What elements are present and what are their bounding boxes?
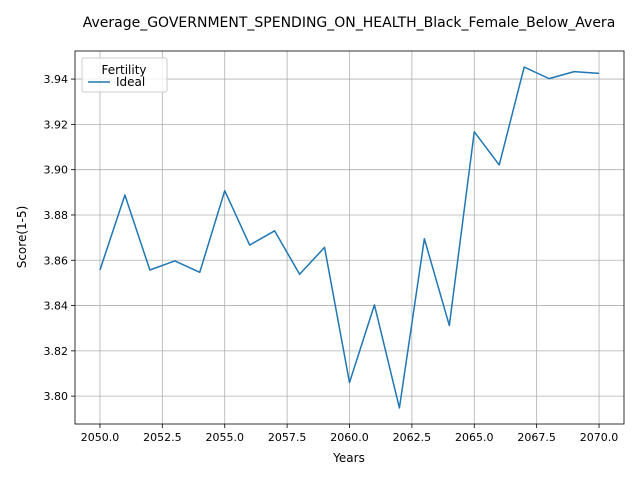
legend-box [81, 57, 168, 93]
grid [75, 51, 624, 424]
x-tick-label: 2057.5 [268, 431, 307, 444]
x-tick-label: 2060.0 [330, 431, 369, 444]
y-axis: 3.80 3.82 3.84 3.86 3.88 3.90 3.92 3.94 [44, 73, 75, 403]
legend-label: Ideal [116, 75, 145, 89]
legend-title: Fertility [101, 63, 146, 77]
y-tick-label: 3.84 [44, 300, 69, 313]
y-tick-label: 3.86 [44, 254, 69, 267]
x-tick-label: 2067.5 [517, 431, 556, 444]
x-tick-label: 2070.0 [580, 431, 619, 444]
y-tick-label: 3.94 [44, 73, 69, 86]
legend: Fertility Ideal [81, 57, 168, 93]
x-axis-label: Years [332, 451, 365, 465]
y-tick-label: 3.82 [44, 345, 69, 358]
x-axis: 2050.0 2052.5 2055.0 2057.5 2060.0 2062.5 2065… [81, 424, 619, 444]
chart-title: Average_GOVERNMENT_SPENDING_ON_HEALTH_Bl… [83, 15, 616, 31]
x-tick-label: 2050.0 [81, 431, 120, 444]
x-tick-label: 2055.0 [205, 431, 244, 444]
x-tick-label: 2052.5 [143, 431, 182, 444]
y-axis-label: Score(1-5) [15, 206, 29, 269]
y-tick-label: 3.80 [44, 390, 69, 403]
y-tick-label: 3.92 [44, 118, 69, 131]
y-tick-label: 3.90 [44, 164, 69, 177]
y-tick-label: 3.88 [44, 209, 69, 222]
x-tick-label: 2062.5 [393, 431, 432, 444]
x-tick-label: 2065.0 [455, 431, 494, 444]
series-layer [99, 66, 600, 409]
